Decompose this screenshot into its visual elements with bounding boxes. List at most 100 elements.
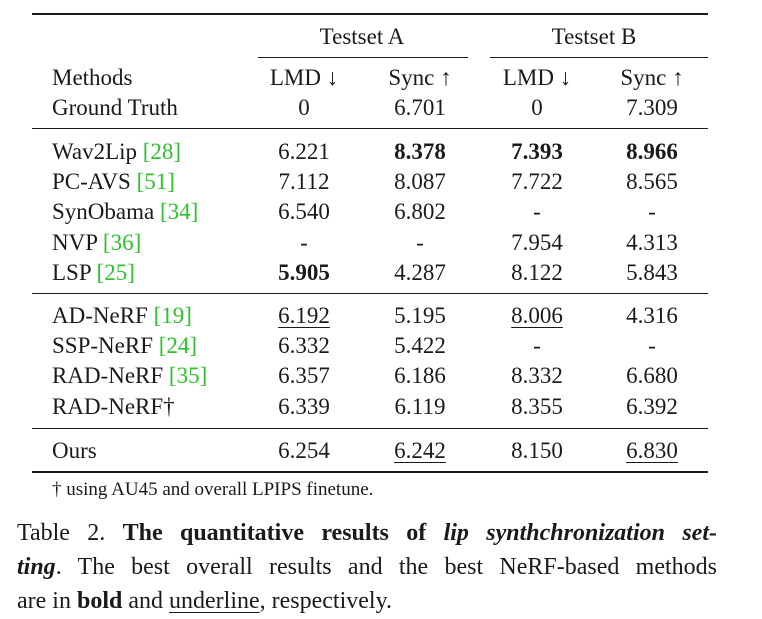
caption-text-e: , respectively. — [259, 588, 393, 614]
table-footnote: † using AU45 and overall LPIPS finetune. — [52, 479, 374, 500]
ground-truth-value: 7.309 — [626, 95, 678, 120]
group-header-testset-b: Testset B — [551, 24, 637, 49]
table-cell: 6.680 — [626, 363, 678, 389]
table-bottom-rule — [32, 471, 708, 473]
citation-link[interactable]: [25] — [96, 259, 135, 285]
ground-truth-label: Ground Truth — [52, 95, 178, 120]
method-name: SSP-NeRF [24] — [52, 332, 197, 360]
method-name: SynObama [34] — [52, 198, 198, 226]
table-cell: - — [648, 199, 656, 225]
group-underline-a — [258, 57, 468, 58]
table-cell: 7.954 — [511, 229, 563, 255]
table-cell: - — [533, 333, 541, 359]
citation-link[interactable]: [51] — [136, 169, 175, 195]
method-label: SSP-NeRF — [52, 333, 153, 359]
method-label: AD-NeRF — [52, 303, 148, 328]
table-cell: 5.422 — [394, 333, 446, 359]
table-cell: 8.122 — [511, 259, 563, 285]
group-header-testset-a: Testset A — [319, 24, 405, 49]
table-cell: 6.802 — [394, 199, 446, 225]
table-cell: - — [416, 229, 424, 255]
method-label: Ours — [52, 438, 97, 463]
caption-line-2: ting. The best overall results and the b… — [17, 550, 717, 584]
table-cell: 6.221 — [278, 139, 330, 164]
citation-link[interactable]: [36] — [102, 229, 142, 255]
table-cell: 8.332 — [511, 363, 563, 389]
table-cell: 8.150 — [511, 438, 563, 463]
caption-label: Table 2. — [17, 520, 106, 546]
caption-underline-word: underline — [169, 588, 260, 614]
citation-link[interactable]: [24] — [158, 333, 198, 359]
table-cell: 8.565 — [626, 169, 678, 195]
ground-truth-value: 0 — [531, 95, 543, 120]
method-label: PC-AVS — [52, 169, 131, 195]
caption-text-d: and — [128, 588, 163, 614]
caption-italic-title-2: ting — [17, 554, 56, 580]
method-label: RAD-NeRF† — [52, 393, 175, 419]
table-cell: 8.006 — [511, 303, 563, 328]
metric-header: Sync ↑ — [620, 65, 684, 90]
metric-header: LMD ↓ — [502, 65, 572, 90]
table-cell: 6.540 — [278, 199, 330, 225]
method-name: AD-NeRF [19] — [52, 302, 192, 330]
caption-text-b: . The best overall results and the best … — [55, 554, 717, 580]
table-cell: 4.316 — [626, 303, 678, 328]
table-top-rule — [32, 13, 708, 15]
table-caption: Table 2. The quantitative results of lip… — [17, 516, 717, 618]
table-cell: 7.112 — [278, 169, 330, 195]
table-cell: 6.192 — [278, 303, 330, 328]
table-cell: 6.242 — [394, 438, 446, 463]
group-underline-b — [490, 57, 708, 58]
table-cell: 5.195 — [394, 303, 446, 328]
table-cell: 6.119 — [394, 393, 446, 419]
table-cell: 7.393 — [511, 139, 563, 164]
method-name: PC-AVS [51] — [52, 168, 175, 196]
caption-line-3: are in bold and underline, respectively. — [17, 584, 717, 618]
caption-bold-title: The quantitative results of — [122, 520, 427, 546]
table-cell: 6.254 — [278, 438, 330, 463]
table-cell: 6.357 — [278, 363, 330, 389]
citation-link[interactable]: [34] — [159, 199, 199, 225]
table-cell: 6.339 — [278, 393, 330, 419]
table-cell: 8.087 — [394, 169, 446, 195]
method-name: RAD-NeRF [35] — [52, 362, 207, 390]
table-cell: 8.966 — [626, 139, 678, 164]
section-rule — [32, 128, 708, 129]
metric-header: LMD ↓ — [269, 65, 339, 90]
caption-italic-title: lip synthchronization set- — [443, 520, 717, 546]
table-cell: 8.355 — [511, 393, 563, 419]
method-name: Ours — [52, 437, 97, 465]
caption-line-1: Table 2. The quantitative results of lip… — [17, 516, 717, 550]
method-label: SynObama — [52, 199, 155, 225]
table-cell: 5.843 — [626, 259, 678, 285]
citation-link[interactable]: [28] — [142, 139, 182, 164]
table-cell: 4.287 — [394, 259, 446, 285]
table-cell: 6.332 — [278, 333, 330, 359]
table-cell: 5.905 — [278, 259, 330, 285]
ground-truth-value: 6.701 — [394, 95, 446, 120]
section-rule — [32, 428, 708, 429]
table-cell: - — [648, 333, 656, 359]
ground-truth-value: 0 — [298, 95, 310, 120]
methods-header: Methods — [52, 65, 133, 90]
method-label: NVP — [52, 229, 98, 255]
table-cell: 7.722 — [511, 169, 563, 195]
metric-header: Sync ↑ — [388, 65, 452, 90]
caption-bold-word: bold — [76, 588, 123, 614]
method-label: Wav2Lip — [52, 139, 138, 164]
section-rule — [32, 293, 708, 294]
method-label: RAD-NeRF — [52, 363, 164, 389]
table-cell: 4.313 — [626, 229, 678, 255]
method-name: RAD-NeRF† — [52, 393, 175, 421]
caption-text-c: are in — [17, 588, 71, 614]
table-cell: 6.186 — [394, 363, 446, 389]
method-label: LSP — [52, 259, 91, 285]
table-cell: - — [300, 229, 308, 255]
citation-link[interactable]: [19] — [153, 303, 192, 328]
table-cell: 6.392 — [626, 393, 678, 419]
method-name: NVP [36] — [52, 229, 141, 257]
citation-link[interactable]: [35] — [168, 363, 208, 389]
table-cell: 8.378 — [394, 139, 446, 164]
method-name: LSP [25] — [52, 259, 135, 287]
method-name: Wav2Lip [28] — [52, 138, 181, 166]
